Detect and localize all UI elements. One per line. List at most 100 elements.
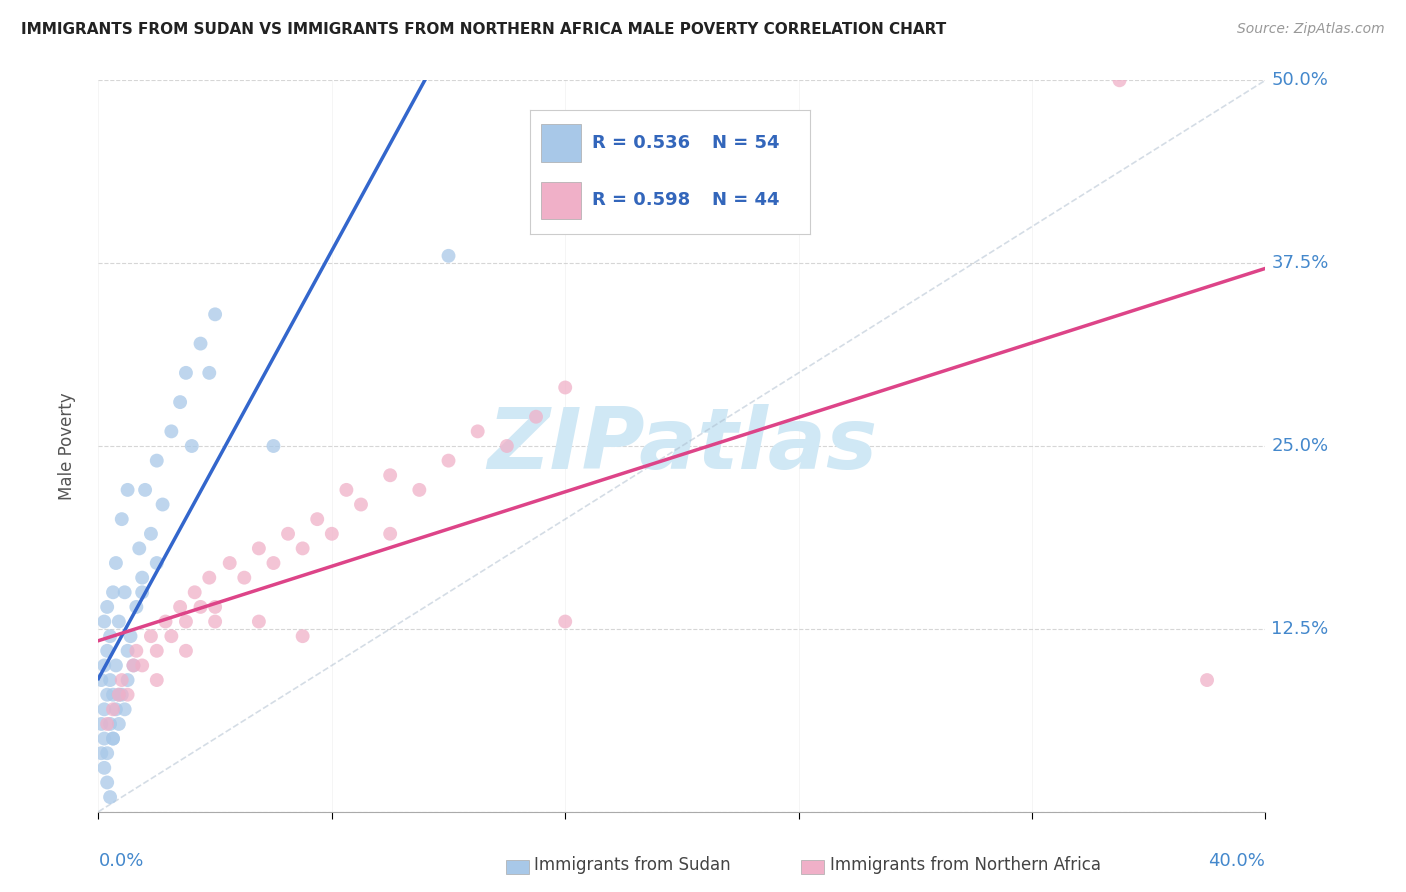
- Point: [111, 512, 134, 526]
- Y-axis label: Male Poverty: Male Poverty: [58, 392, 76, 500]
- Point: [131, 658, 153, 673]
- Point: [146, 673, 169, 687]
- Point: [96, 775, 118, 789]
- Point: [437, 453, 460, 467]
- Point: [122, 658, 145, 673]
- Point: [96, 644, 118, 658]
- Point: [218, 556, 240, 570]
- Point: [247, 615, 270, 629]
- Point: [101, 731, 124, 746]
- Point: [101, 731, 124, 746]
- Point: [98, 629, 121, 643]
- Point: [93, 761, 115, 775]
- Text: 50.0%: 50.0%: [1271, 71, 1329, 89]
- Text: 37.5%: 37.5%: [1271, 254, 1329, 272]
- Point: [114, 585, 136, 599]
- Point: [408, 483, 430, 497]
- Point: [111, 673, 134, 687]
- Point: [262, 556, 284, 570]
- Point: [190, 336, 212, 351]
- Point: [104, 702, 127, 716]
- Point: [98, 717, 121, 731]
- Point: [554, 380, 576, 394]
- Point: [128, 541, 150, 556]
- Point: [117, 483, 139, 497]
- Point: [174, 615, 197, 629]
- Point: [93, 702, 115, 716]
- Point: [321, 526, 343, 541]
- Point: [96, 688, 118, 702]
- Point: [160, 425, 183, 439]
- Point: [174, 644, 197, 658]
- Point: [146, 556, 169, 570]
- Point: [169, 395, 191, 409]
- Text: Immigrants from Sudan: Immigrants from Sudan: [534, 856, 731, 874]
- Point: [108, 688, 131, 702]
- Text: ZIPatlas: ZIPatlas: [486, 404, 877, 488]
- Point: [437, 249, 460, 263]
- Point: [198, 366, 221, 380]
- Point: [122, 658, 145, 673]
- Text: 25.0%: 25.0%: [1271, 437, 1329, 455]
- Point: [169, 599, 191, 614]
- Point: [93, 731, 115, 746]
- Point: [120, 629, 142, 643]
- Point: [139, 526, 162, 541]
- Point: [350, 498, 373, 512]
- Point: [291, 629, 314, 643]
- Point: [155, 615, 177, 629]
- Point: [554, 615, 576, 629]
- Point: [90, 717, 112, 731]
- Point: [98, 790, 121, 805]
- Point: [108, 717, 131, 731]
- Text: IMMIGRANTS FROM SUDAN VS IMMIGRANTS FROM NORTHERN AFRICA MALE POVERTY CORRELATIO: IMMIGRANTS FROM SUDAN VS IMMIGRANTS FROM…: [21, 22, 946, 37]
- Point: [93, 658, 115, 673]
- Point: [496, 439, 519, 453]
- Point: [111, 688, 134, 702]
- Point: [180, 439, 202, 453]
- Point: [277, 526, 299, 541]
- Point: [146, 453, 169, 467]
- Text: 0.0%: 0.0%: [98, 852, 143, 870]
- Point: [90, 746, 112, 760]
- Point: [146, 644, 169, 658]
- Point: [467, 425, 489, 439]
- Point: [307, 512, 329, 526]
- Text: 40.0%: 40.0%: [1209, 852, 1265, 870]
- Text: Source: ZipAtlas.com: Source: ZipAtlas.com: [1237, 22, 1385, 37]
- Point: [117, 673, 139, 687]
- Point: [190, 599, 212, 614]
- Point: [101, 585, 124, 599]
- Point: [204, 307, 226, 321]
- Point: [139, 629, 162, 643]
- Point: [204, 615, 226, 629]
- Point: [125, 599, 148, 614]
- Point: [114, 702, 136, 716]
- Point: [291, 541, 314, 556]
- Point: [93, 615, 115, 629]
- Point: [233, 571, 256, 585]
- Point: [108, 615, 131, 629]
- Point: [117, 688, 139, 702]
- Point: [104, 658, 127, 673]
- Point: [198, 571, 221, 585]
- Point: [1195, 673, 1218, 687]
- Text: Immigrants from Northern Africa: Immigrants from Northern Africa: [830, 856, 1101, 874]
- Point: [174, 366, 197, 380]
- Point: [262, 439, 284, 453]
- Point: [380, 468, 402, 483]
- Point: [247, 541, 270, 556]
- Point: [125, 644, 148, 658]
- Point: [131, 585, 153, 599]
- Point: [204, 599, 226, 614]
- Text: 12.5%: 12.5%: [1271, 620, 1329, 638]
- Point: [101, 688, 124, 702]
- Point: [117, 644, 139, 658]
- Point: [96, 717, 118, 731]
- Point: [96, 746, 118, 760]
- Point: [108, 688, 131, 702]
- Point: [524, 409, 547, 424]
- Point: [183, 585, 205, 599]
- Point: [160, 629, 183, 643]
- Point: [131, 571, 153, 585]
